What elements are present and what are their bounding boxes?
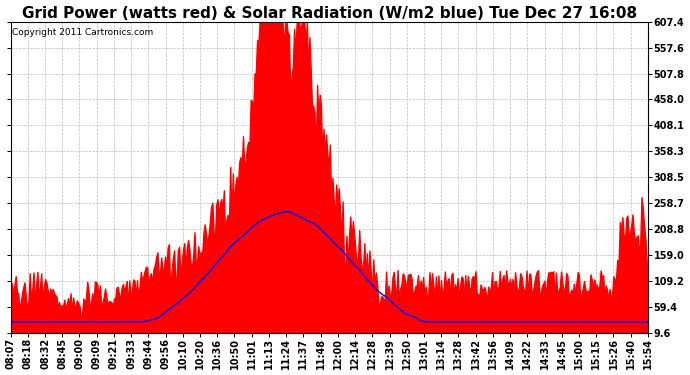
Text: Copyright 2011 Cartronics.com: Copyright 2011 Cartronics.com: [12, 28, 153, 37]
Title: Grid Power (watts red) & Solar Radiation (W/m2 blue) Tue Dec 27 16:08: Grid Power (watts red) & Solar Radiation…: [21, 6, 637, 21]
